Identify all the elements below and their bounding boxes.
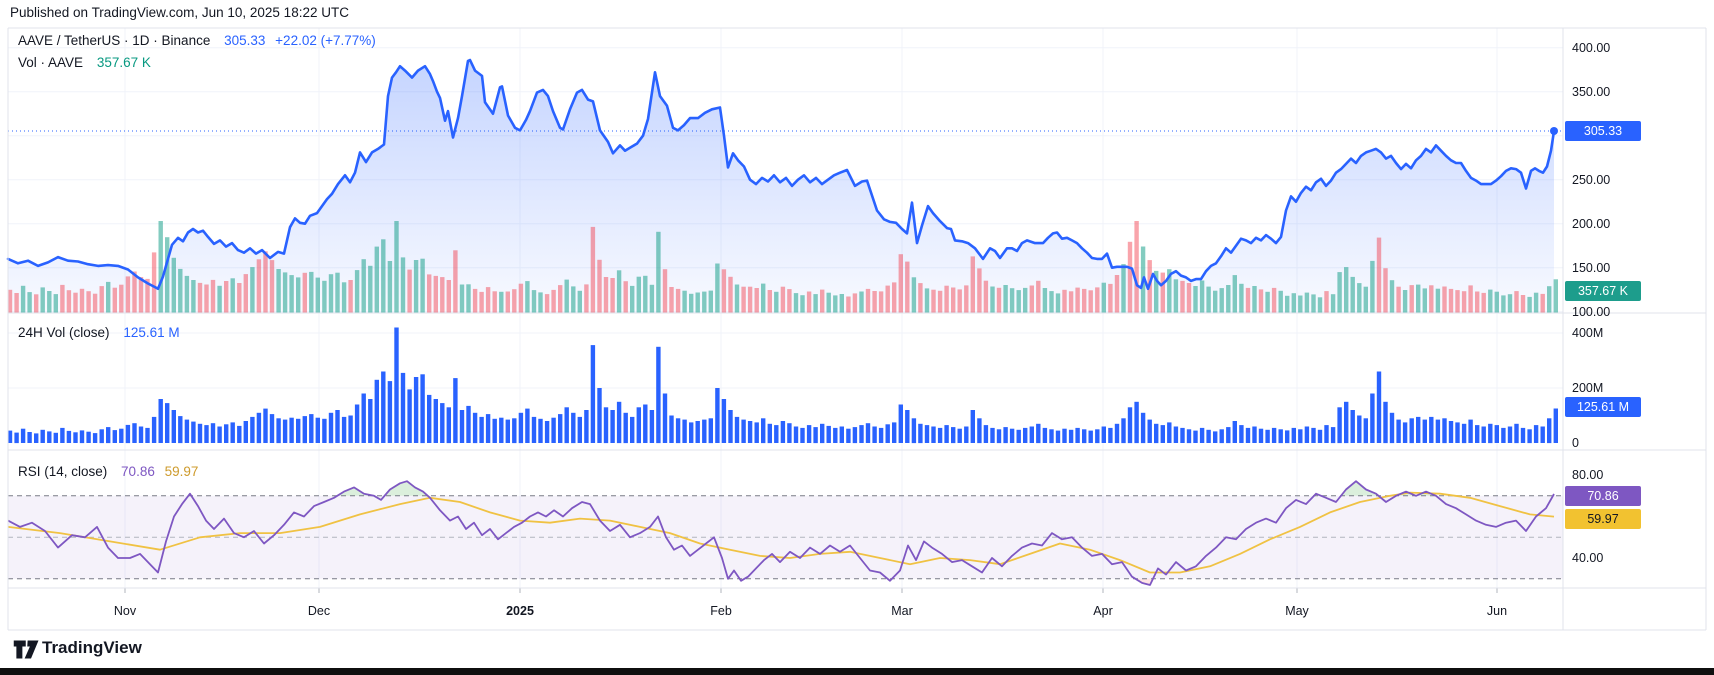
tradingview-brand-text[interactable]: TradingView [42, 638, 142, 657]
price-axis-label: 250.00 [1572, 172, 1611, 187]
overlay-volume-badge: 357.67 K [1565, 281, 1641, 301]
bottom-black-bar [0, 668, 1714, 675]
time-axis-label: May [1285, 604, 1309, 618]
rsi-value: 70.86 [121, 464, 155, 479]
symbol-last-price: 305.33 [224, 33, 266, 48]
symbol-legend[interactable]: AAVE / TetherUS · 1D · Binance 305.33 +2… [18, 33, 382, 48]
price-axis-label: 350.00 [1572, 84, 1611, 99]
price-axis-label: 100.00 [1572, 304, 1611, 319]
volume-pane-label: 24H Vol (close) [18, 325, 110, 340]
symbol-change: +22.02 (+7.77%) [275, 33, 376, 48]
volume-badge: 125.61 M [1565, 397, 1641, 417]
volume-pane-value: 125.61 M [123, 325, 180, 340]
rsi-ma-value: 59.97 [164, 464, 199, 479]
volume-axis-label: 200M [1572, 381, 1604, 395]
rsi-pane-label: RSI (14, close) [18, 464, 108, 479]
volume-axis-label: 400M [1572, 326, 1604, 340]
price-axis-label: 150.00 [1572, 260, 1611, 275]
time-axis-label: Dec [307, 604, 331, 618]
rsi-badge: 70.86 [1565, 486, 1641, 506]
rsi-axis-label: 40.00 [1572, 551, 1604, 565]
published-header: Published on TradingView.com, Jun 10, 20… [10, 5, 349, 20]
volume-overlay-label: Vol · AAVE [18, 55, 84, 70]
rsi-axis-label: 80.00 [1572, 468, 1604, 482]
price-axis-label: 400.00 [1572, 40, 1611, 55]
rsi-pane-legend[interactable]: RSI (14, close) 70.86 59.97 [18, 464, 204, 479]
time-axis-label: Jun [1486, 604, 1508, 618]
time-axis-label: Feb [710, 604, 732, 618]
time-axis-label: Apr [1093, 604, 1113, 618]
last-price-badge: 305.33 [1565, 121, 1641, 141]
volume-overlay-value: 357.67 K [96, 55, 151, 70]
volume-pane-legend[interactable]: 24H Vol (close) 125.61 M [18, 325, 186, 340]
volume-axis-label: 0 [1572, 436, 1579, 450]
time-axis-label: 2025 [506, 604, 534, 618]
rsi-ma-badge: 59.97 [1565, 509, 1641, 529]
time-axis-label: Mar [891, 604, 913, 618]
volume-overlay-legend[interactable]: Vol · AAVE 357.67 K [18, 55, 157, 70]
symbol-title: AAVE / TetherUS · 1D · Binance [18, 33, 211, 48]
price-axis-label: 200.00 [1572, 216, 1611, 231]
time-axis-label: Nov [113, 604, 137, 618]
tradingview-logo-icon[interactable] [13, 639, 40, 665]
